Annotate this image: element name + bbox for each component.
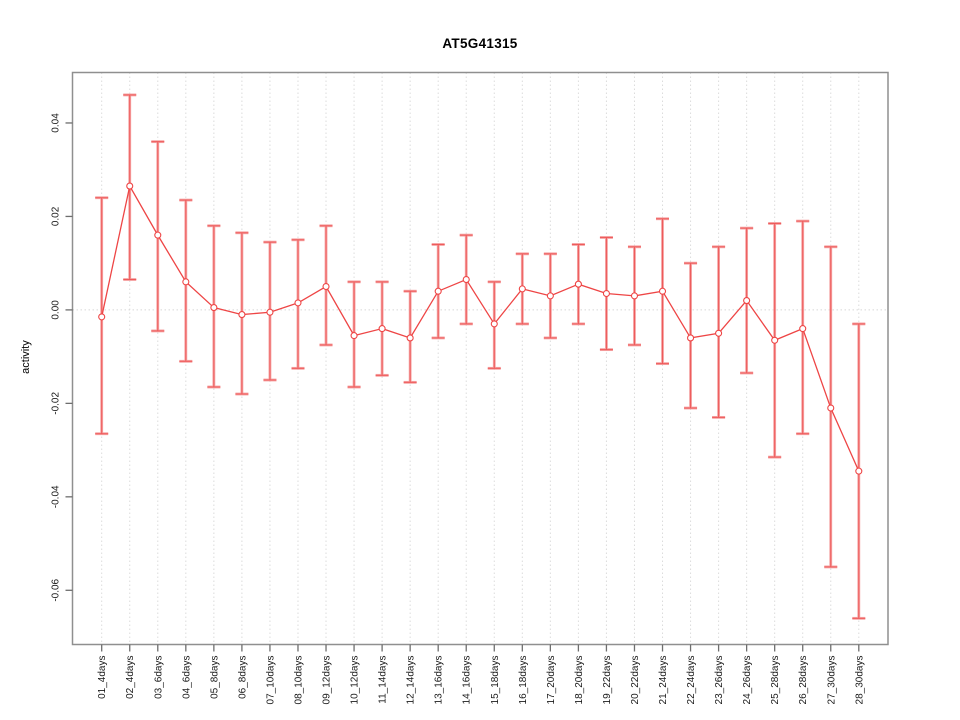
data-points bbox=[98, 182, 863, 475]
x-tick-label: 03_6days bbox=[153, 656, 164, 699]
x-tick-label: 19_22days bbox=[602, 656, 613, 705]
x-tick-label: 07_10days bbox=[265, 656, 276, 705]
x-tick-label: 18_20days bbox=[574, 656, 585, 705]
x-tick-label: 11_14days bbox=[378, 656, 389, 704]
data-point bbox=[238, 311, 246, 319]
x-ticks bbox=[101, 644, 860, 652]
x-tick-label: 04_6days bbox=[181, 656, 192, 699]
x-tick-label: 12_14days bbox=[406, 656, 417, 705]
x-tick-label: 25_28days bbox=[770, 656, 781, 705]
data-point bbox=[406, 334, 414, 342]
data-point bbox=[182, 278, 190, 286]
data-point bbox=[154, 231, 162, 239]
x-tick-label: 27_30days bbox=[826, 656, 837, 705]
y-tick-label: 0.04 bbox=[51, 113, 62, 133]
data-point bbox=[743, 297, 751, 305]
x-tick-label: 01_4days bbox=[97, 656, 108, 699]
x-tick-label: 13_16days bbox=[434, 656, 445, 705]
x-tick-labels: 01_4days 02_4days 03_6days 04_6days 05_8days… bbox=[97, 656, 865, 705]
x-tick-label: 26_28days bbox=[798, 656, 809, 705]
x-tick-label: 09_12days bbox=[322, 656, 333, 705]
y-ticks bbox=[65, 122, 73, 591]
x-tick-label: 08_10days bbox=[293, 656, 304, 705]
x-tick-label: 20_22days bbox=[630, 656, 641, 705]
error-bars bbox=[95, 93, 866, 620]
data-point bbox=[378, 325, 386, 333]
data-point bbox=[658, 287, 667, 295]
chart-title: AT5G41315 bbox=[442, 36, 518, 51]
data-point bbox=[574, 280, 582, 288]
y-tick-label: 0.02 bbox=[51, 206, 62, 226]
x-tick-label: 22_24days bbox=[686, 656, 697, 705]
data-point bbox=[771, 336, 779, 344]
gridlines bbox=[72, 72, 888, 645]
data-point bbox=[630, 292, 639, 300]
series-line bbox=[101, 184, 860, 472]
data-point bbox=[855, 467, 863, 475]
x-tick-label: 21_24days bbox=[658, 656, 669, 705]
data-point bbox=[98, 313, 106, 321]
x-tick-label: 10_12days bbox=[350, 656, 361, 705]
y-tick-label: -0.02 bbox=[51, 392, 62, 415]
data-point bbox=[715, 329, 723, 337]
x-tick-label: 17_20days bbox=[546, 656, 557, 705]
data-point bbox=[266, 308, 274, 316]
data-point bbox=[350, 332, 358, 340]
data-point bbox=[322, 282, 330, 291]
y-tick-label: 0.00 bbox=[51, 300, 62, 320]
plot-box bbox=[71, 71, 889, 646]
x-tick-label: 15_18days bbox=[490, 656, 501, 705]
data-point bbox=[518, 285, 526, 293]
data-point bbox=[126, 182, 134, 190]
data-point bbox=[434, 287, 442, 295]
data-point bbox=[490, 320, 498, 328]
data-point bbox=[602, 289, 610, 298]
y-tick-label: -0.06 bbox=[51, 578, 62, 601]
data-point bbox=[827, 404, 835, 412]
x-tick-label: 16_18days bbox=[518, 656, 529, 705]
x-tick-label: 23_26days bbox=[714, 656, 725, 705]
x-tick-label: 14_16days bbox=[462, 656, 473, 705]
x-tick-label: 05_8days bbox=[209, 656, 220, 699]
x-tick-label: 24_26days bbox=[742, 656, 753, 705]
data-point bbox=[462, 275, 470, 284]
data-point bbox=[546, 292, 554, 300]
data-point bbox=[294, 299, 302, 307]
data-point bbox=[799, 325, 807, 333]
x-tick-label: 28_30days bbox=[854, 656, 865, 705]
data-point bbox=[687, 334, 695, 342]
x-tick-label: 06_8days bbox=[237, 656, 248, 699]
data-point bbox=[210, 304, 218, 312]
y-tick-labels: -0.06 -0.04 -0.02 0.00 0.02 0.04 bbox=[51, 113, 62, 602]
x-tick-label: 02_4days bbox=[125, 656, 136, 699]
y-tick-label: -0.04 bbox=[51, 485, 62, 508]
